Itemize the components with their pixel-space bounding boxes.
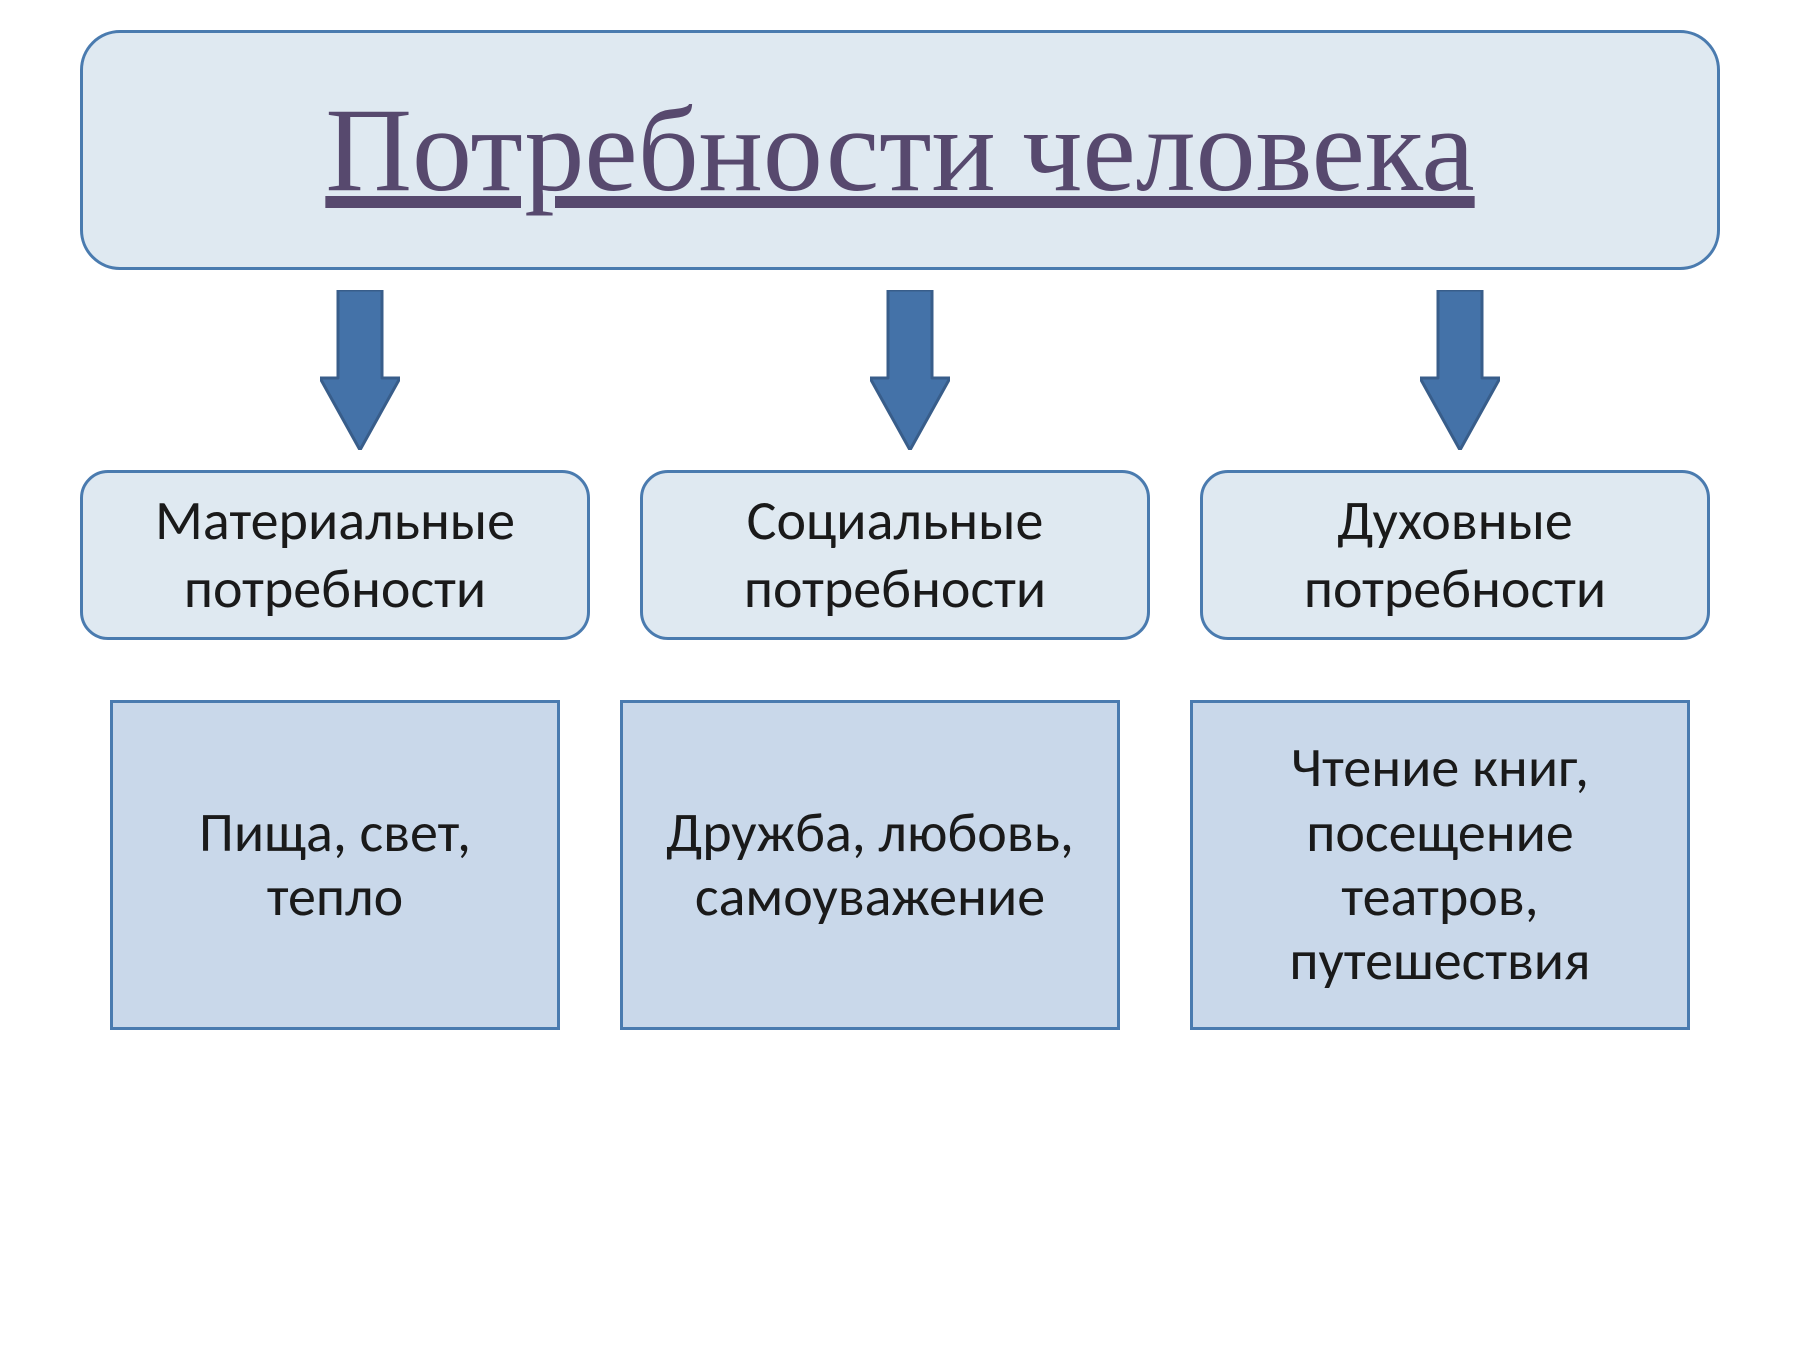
category-label: Социальные потребности [661,487,1129,623]
example-text: Пища, свет, тепло [131,801,539,930]
example-text: Дружба, любовь, самоуважение [641,801,1099,930]
title-text: Потребности человека [325,81,1474,220]
example-spiritual: Чтение книг, посещение театров, путешест… [1190,700,1690,1030]
arrow-down-icon [870,290,950,450]
category-spiritual: Духовные потребности [1200,470,1710,640]
category-material: Материальные потребности [80,470,590,640]
title-box: Потребности человека [80,30,1720,270]
example-social: Дружба, любовь, самоуважение [620,700,1120,1030]
arrow-down-icon [1420,290,1500,450]
arrow-down-icon [320,290,400,450]
example-text: Чтение книг, посещение театров, путешест… [1211,736,1669,994]
example-material: Пища, свет, тепло [110,700,560,1030]
category-label: Духовные потребности [1221,487,1689,623]
category-label: Материальные потребности [101,487,569,623]
category-social: Социальные потребности [640,470,1150,640]
